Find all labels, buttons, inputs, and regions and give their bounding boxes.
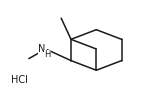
Text: HCl: HCl xyxy=(11,75,27,85)
Text: N: N xyxy=(38,44,46,54)
Text: H: H xyxy=(45,50,51,59)
